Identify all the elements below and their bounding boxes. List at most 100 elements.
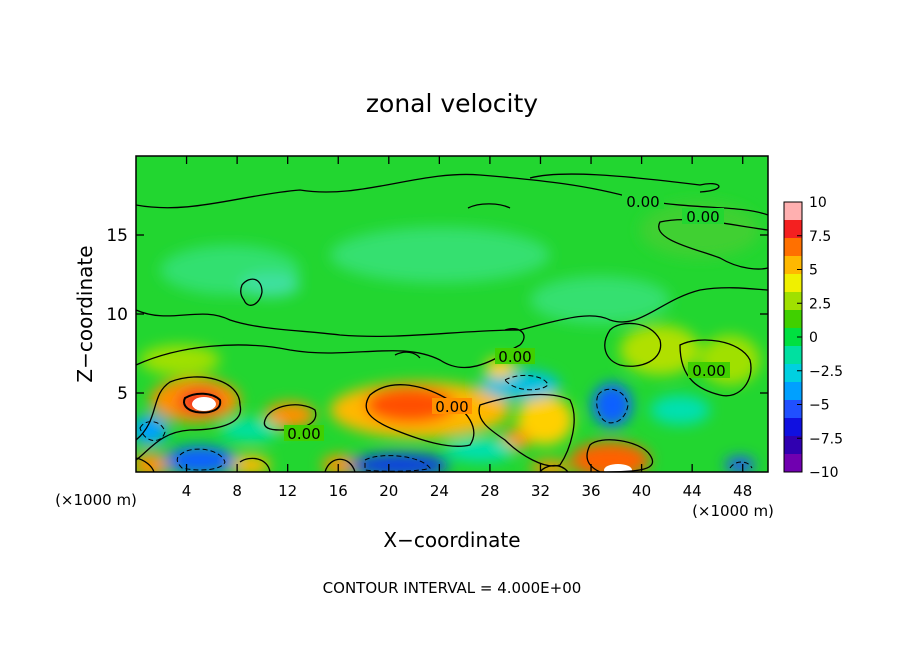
x-tick-label: 36 — [581, 482, 600, 500]
colorbar-label: 5 — [809, 263, 818, 279]
x-tick-label: 12 — [278, 482, 297, 500]
colorbar-swatch — [784, 292, 802, 311]
blob — [220, 418, 280, 442]
contour-labels: 0.00 0.00 0.00 0.00 0.00 0.00 — [284, 193, 730, 443]
colorbar-swatch — [784, 256, 802, 275]
blob — [136, 453, 168, 472]
colorbar-label: 0 — [809, 330, 818, 346]
peak — [604, 464, 632, 472]
blob — [650, 395, 710, 425]
colorbar-swatch — [784, 328, 802, 347]
colorbar-label: −5 — [809, 398, 830, 414]
x-tick-label: 48 — [733, 482, 752, 500]
blob — [350, 453, 450, 472]
heatmap-field: 0.00 0.00 0.00 0.00 0.00 0.00 — [136, 156, 768, 472]
chart-title: zonal velocity — [366, 89, 538, 118]
contour-line — [136, 287, 768, 338]
y-tick-label: 5 — [117, 384, 128, 404]
contour-line — [529, 173, 720, 193]
contour-label-box — [682, 208, 724, 224]
x-tick-label: 20 — [379, 482, 398, 500]
blob — [640, 202, 760, 258]
contour-line — [136, 457, 155, 472]
x-tick-label: 32 — [531, 482, 550, 500]
colorbar-swatch — [784, 346, 802, 365]
contour-line — [136, 344, 521, 369]
contour-line — [324, 458, 356, 472]
blob — [330, 227, 550, 283]
colorbar-swatch — [784, 238, 802, 257]
contour-line — [679, 339, 752, 397]
contour-label-box — [432, 398, 472, 414]
blob — [592, 383, 632, 427]
contour-line — [364, 455, 431, 472]
contours — [136, 173, 768, 472]
x-unit-left: (×1000 m) — [55, 491, 137, 509]
x-tick-label: 28 — [480, 482, 499, 500]
colorbar-swatch — [784, 400, 802, 419]
x-tick-label: 4 — [182, 482, 192, 500]
blob — [445, 438, 515, 462]
colorbar-swatch — [784, 364, 802, 383]
colorbar-swatch — [784, 274, 802, 293]
blob — [136, 415, 168, 445]
contour-line — [136, 173, 768, 216]
colorbar-label: 7.5 — [809, 229, 831, 245]
contour-line — [394, 351, 421, 359]
contour-label: 0.00 — [498, 348, 531, 366]
x-unit-right: (×1000 m) — [692, 502, 774, 520]
blob — [322, 455, 358, 472]
blob — [530, 276, 670, 324]
blob — [725, 457, 755, 472]
contour-label: 0.00 — [686, 208, 719, 226]
x-tick-label: 44 — [683, 482, 702, 500]
colorbar-swatch — [784, 418, 802, 437]
contour-line — [176, 448, 226, 471]
x-tick-label: 24 — [430, 482, 449, 500]
peak — [192, 397, 216, 411]
contour-line — [478, 393, 575, 467]
y-axis-ticks: 5 10 15 — [106, 226, 768, 404]
contour-label: 0.00 — [626, 193, 659, 211]
colorbar-swatch — [784, 436, 802, 455]
x-tick-label: 16 — [329, 482, 348, 500]
blob — [140, 345, 220, 375]
y-tick-label: 10 — [106, 305, 128, 325]
colorbar: 10 7.5 5 2.5 0 −2.5 −5 −7.5 −10 — [783, 195, 843, 481]
contour-label-box — [284, 425, 324, 441]
colorbar-label: 2.5 — [809, 296, 831, 312]
x-axis-ticks: 4 8 12 16 20 24 28 32 36 40 44 48 — [182, 156, 752, 500]
x-tick-label: 40 — [632, 482, 651, 500]
contour-line — [504, 328, 525, 346]
contour-line — [729, 461, 753, 469]
x-tick-label: 8 — [232, 482, 242, 500]
colorbar-label: −2.5 — [809, 364, 843, 380]
contour-line — [239, 457, 271, 472]
colorbar-label: −7.5 — [809, 431, 843, 447]
x-axis-label: X−coordinate — [383, 528, 520, 552]
colorbar-swatch — [784, 382, 802, 401]
contour-line — [139, 421, 166, 441]
contour-line — [136, 376, 242, 461]
y-tick-label: 15 — [106, 226, 128, 246]
contour-line — [539, 464, 569, 472]
contour-label-box — [688, 362, 730, 378]
contour-line — [183, 392, 222, 414]
contour-line — [365, 384, 475, 447]
contour-label: 0.00 — [435, 398, 468, 416]
colorbar-swatch — [784, 310, 802, 329]
colorbar-swatch — [784, 220, 802, 239]
y-axis-label: Z−coordinate — [73, 245, 97, 382]
colorbar-swatch — [784, 454, 802, 473]
contour-line — [263, 404, 317, 431]
contour-interval-footer: CONTOUR INTERVAL = 4.000E+00 — [323, 579, 582, 597]
colorbar-label: −10 — [809, 465, 839, 481]
contour-line — [604, 322, 662, 367]
contour-line — [586, 439, 653, 472]
contour-label-box — [622, 193, 664, 209]
colorbar-swatch — [784, 202, 802, 221]
colorbar-label: 10 — [809, 195, 827, 211]
contour-line — [467, 203, 511, 209]
contour-line — [596, 388, 629, 424]
